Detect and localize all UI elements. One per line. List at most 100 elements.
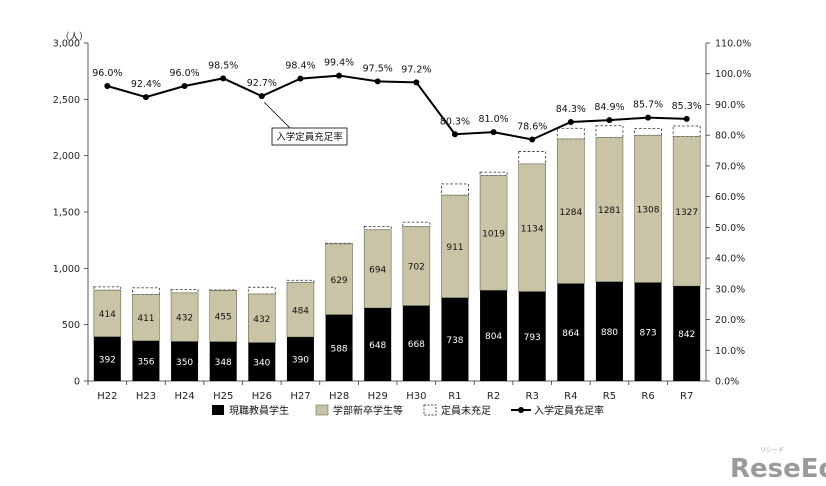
right-tick-label: 20.0% bbox=[715, 315, 745, 326]
rate-point-label: 97.2% bbox=[401, 64, 431, 75]
rate-point-label: 84.3% bbox=[556, 104, 586, 115]
right-tick-label: 40.0% bbox=[715, 254, 745, 265]
legend: 現職教員学生 学部新卒学生等 定員未充足 入学定員充足率 bbox=[212, 404, 604, 417]
rate-point-label: 84.9% bbox=[594, 102, 624, 113]
rate-point-label: 98.4% bbox=[285, 61, 315, 72]
bar-new-graduates bbox=[286, 282, 315, 338]
bar-in-service bbox=[402, 305, 430, 381]
bar-in-service bbox=[286, 337, 314, 381]
right-tick-label: 110.0% bbox=[715, 39, 751, 50]
right-tick-label: 60.0% bbox=[715, 192, 745, 203]
new-graduates-value-label: 694 bbox=[369, 265, 386, 275]
in-service-value-label: 873 bbox=[639, 328, 656, 338]
right-axis: 0.0% 10.0% 20.0% 30.0% 40.0% 50.0% 60.0% 70.0% 8… bbox=[705, 39, 751, 388]
left-tick-label: 3,000 bbox=[53, 39, 80, 50]
category-label: R1 bbox=[448, 391, 461, 402]
rate-point-label: 81.0% bbox=[478, 114, 508, 125]
left-tick-label: 2,000 bbox=[53, 151, 80, 162]
legend-swatch-in-service bbox=[212, 405, 224, 415]
rate-point bbox=[413, 79, 420, 86]
left-tick-label: 2,500 bbox=[53, 95, 80, 106]
category-label: H29 bbox=[368, 391, 388, 402]
legend-label: 定員未充足 bbox=[441, 404, 491, 417]
new-graduates-value-label: 432 bbox=[176, 314, 193, 324]
new-graduates-value-label: 432 bbox=[253, 315, 270, 325]
new-graduates-value-label: 1284 bbox=[559, 208, 582, 218]
bar-new-graduates bbox=[595, 137, 624, 283]
rate-point bbox=[683, 115, 690, 122]
rate-point-label: 96.0% bbox=[92, 68, 122, 79]
legend-label: 入学定員充足率 bbox=[534, 404, 604, 417]
right-tick-label: 90.0% bbox=[715, 100, 745, 111]
rate-annotation: 入学定員充足率 bbox=[263, 101, 348, 146]
rate-point-label: 78.6% bbox=[517, 121, 547, 132]
left-tick-label: 0 bbox=[74, 377, 80, 388]
rate-point-label: 98.5% bbox=[208, 60, 238, 71]
in-service-value-label: 864 bbox=[562, 329, 579, 339]
in-service-value-label: 738 bbox=[446, 336, 463, 346]
category-label: R7 bbox=[680, 391, 693, 402]
bar-unfilled bbox=[363, 225, 392, 231]
legend-label: 学部新卒学生等 bbox=[333, 404, 403, 417]
bar-new-graduates bbox=[325, 243, 353, 316]
new-graduates-value-label: 702 bbox=[408, 263, 425, 273]
category-axis: H22 H23 H24 H25 H26 H27 H28 H29 H30 R1 R2 R3 R4 R5 R6 R… bbox=[87, 381, 693, 402]
category-label: H28 bbox=[329, 391, 349, 402]
bar-new-graduates bbox=[132, 294, 160, 342]
bar-unfilled bbox=[634, 128, 663, 136]
rate-point bbox=[645, 114, 652, 121]
category-label: H30 bbox=[406, 391, 426, 402]
watermark-subtext: リシード bbox=[760, 447, 784, 454]
bar-new-graduates bbox=[634, 134, 662, 283]
new-graduates-value-label: 411 bbox=[137, 314, 154, 324]
rate-point bbox=[181, 83, 188, 90]
category-label: H26 bbox=[252, 391, 272, 402]
bar-unfilled bbox=[479, 171, 508, 177]
new-graduates-value-label: 629 bbox=[330, 276, 347, 286]
in-service-value-label: 880 bbox=[601, 328, 618, 338]
category-label: R2 bbox=[487, 391, 500, 402]
bar-new-graduates bbox=[518, 163, 546, 292]
new-graduates-value-label: 414 bbox=[99, 310, 116, 320]
rate-point-label: 92.4% bbox=[131, 79, 161, 90]
bar-in-service bbox=[248, 342, 276, 381]
left-tick-label: 500 bbox=[62, 320, 80, 331]
bar-unfilled bbox=[131, 287, 160, 296]
legend-swatch-rate-point bbox=[518, 407, 524, 413]
right-tick-label: 10.0% bbox=[715, 346, 745, 357]
legend-label: 現職教員学生 bbox=[229, 404, 289, 417]
bar-in-service bbox=[518, 291, 546, 381]
bar-in-service bbox=[93, 336, 121, 381]
rate-point bbox=[104, 83, 111, 90]
rate-point-label: 96.0% bbox=[169, 68, 199, 79]
in-service-value-label: 350 bbox=[176, 358, 193, 368]
category-label: H27 bbox=[290, 391, 310, 402]
bar-new-graduates bbox=[363, 229, 392, 309]
category-label: R6 bbox=[641, 391, 654, 402]
new-graduates-value-label: 1019 bbox=[482, 230, 505, 240]
bar-unfilled bbox=[247, 286, 276, 295]
rate-point bbox=[258, 93, 265, 100]
bar-unfilled bbox=[595, 125, 624, 138]
right-tick-label: 70.0% bbox=[715, 161, 745, 172]
category-label: R3 bbox=[526, 391, 539, 402]
bar-new-graduates bbox=[479, 175, 508, 291]
rate-point bbox=[567, 118, 574, 125]
bar-in-service bbox=[132, 340, 160, 381]
legend-swatch-unfilled bbox=[423, 404, 437, 416]
bar-unfilled bbox=[518, 151, 547, 165]
bar-new-graduates bbox=[441, 194, 469, 299]
rate-annotation-label: 入学定員充足率 bbox=[276, 131, 343, 143]
right-tick-label: 0.0% bbox=[715, 377, 739, 388]
bar-new-graduates bbox=[248, 293, 276, 343]
new-graduates-value-label: 455 bbox=[215, 313, 232, 323]
bar-new-graduates bbox=[170, 292, 199, 342]
bar-new-graduates bbox=[672, 136, 701, 287]
right-tick-label: 50.0% bbox=[715, 223, 745, 234]
category-label: H23 bbox=[136, 391, 156, 402]
rate-point bbox=[606, 117, 613, 124]
in-service-value-label: 588 bbox=[330, 344, 347, 354]
in-service-value-label: 356 bbox=[137, 357, 154, 367]
right-tick-label: 30.0% bbox=[715, 284, 745, 295]
in-service-value-label: 804 bbox=[485, 332, 502, 342]
